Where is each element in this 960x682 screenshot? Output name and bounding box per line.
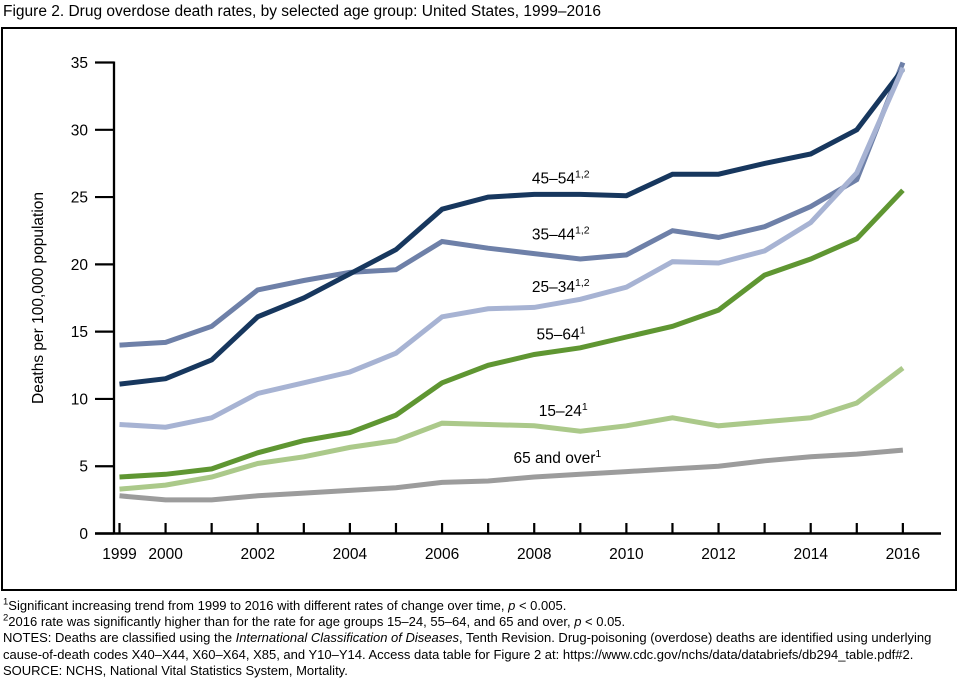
y-tick-label: 5 [79, 459, 88, 476]
y-tick-label: 15 [71, 324, 88, 341]
x-tick-label: 2002 [240, 546, 274, 563]
y-tick-label: 25 [71, 190, 88, 207]
footnote-text: p [574, 614, 582, 630]
footnotes: 1Significant increasing trend from 1999 … [3, 596, 959, 679]
footnote-text: Significant increasing trend from 1999 t… [8, 598, 509, 613]
series-line-65-and-over [119, 447, 904, 503]
x-tick-label: 1999 [102, 546, 136, 563]
x-tick-label: 2010 [609, 546, 644, 563]
series-line-25-34 [119, 66, 906, 430]
figure-title: Figure 2. Drug overdose death rates, by … [3, 3, 601, 20]
footnote-line: 22016 rate was significantly higher than… [3, 614, 959, 630]
series-line-35-44 [119, 61, 906, 348]
series-label-65-and-over: 65 and over1 [514, 448, 602, 467]
footnote-superscript: 2 [3, 612, 9, 624]
footnote-text: SOURCE: NCHS, National Vital Statistics … [3, 662, 348, 678]
series-label-35-44: 35–441,2 [532, 225, 590, 244]
y-tick-label: 20 [71, 257, 89, 274]
series-label-superscript: 1,2 [575, 169, 590, 181]
footnote-line: NOTES: Deaths are classified using the I… [3, 630, 959, 646]
footnote-line: 1Significant increasing trend from 1999 … [3, 596, 959, 614]
series-line-55-64 [119, 188, 905, 480]
series-label-55-64: 55–641 [537, 325, 586, 344]
footnote-text: < 0.05. [581, 614, 626, 630]
series-label-superscript: 1,2 [575, 277, 590, 289]
x-tick-label: 2012 [701, 546, 735, 563]
series-label-15-24: 15–241 [539, 401, 588, 420]
x-tick-label: 2016 [886, 546, 920, 563]
series-label-superscript: 1 [582, 401, 588, 413]
footnote-text: < 0.005. [515, 598, 567, 613]
y-tick-label: 30 [71, 122, 89, 139]
footnote-superscript: 1 [3, 596, 9, 608]
series-line-15-24 [119, 366, 905, 492]
x-tick-label: 2014 [793, 546, 828, 563]
series-label-45-54: 45–541,2 [532, 169, 590, 188]
footnote-text: International Classification of Diseases [235, 630, 459, 646]
footnote-text: , Tenth Revision. Drug-poisoning (overdo… [458, 630, 932, 646]
y-tick-label: 10 [71, 391, 89, 408]
series-label-superscript: 1 [595, 448, 601, 460]
series-label-25-34: 25–341,2 [532, 277, 590, 296]
footnote-text: cause-of-death codes X40–X44, X60–X64, X… [3, 646, 914, 662]
x-tick-label: 2004 [333, 546, 368, 563]
x-tick-label: 2008 [517, 546, 551, 563]
y-axis-title: Deaths per 100,000 population [30, 192, 47, 404]
series-line-45-54 [119, 67, 905, 387]
footnote-line: cause-of-death codes X40–X44, X60–X64, X… [3, 647, 959, 663]
series-label-superscript: 1,2 [575, 225, 590, 237]
footnote-text: NOTES: Deaths are classified using the [3, 630, 236, 646]
x-tick-label: 2000 [148, 546, 183, 563]
figure-frame [1, 27, 957, 591]
y-tick-label: 35 [71, 55, 88, 72]
x-tick-label: 2006 [425, 546, 459, 563]
footnote-text: p [508, 598, 516, 613]
footnote-line: SOURCE: NCHS, National Vital Statistics … [3, 663, 959, 679]
footnote-text: 2016 rate was significantly higher than … [8, 614, 575, 630]
series-label-superscript: 1 [580, 325, 586, 337]
y-tick-label: 0 [79, 526, 88, 543]
